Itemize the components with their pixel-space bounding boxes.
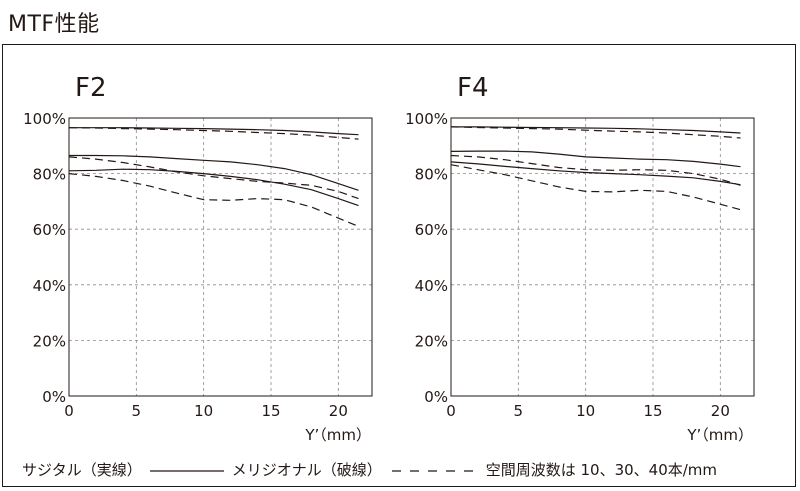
- series-line-solid: [68, 168, 359, 207]
- chart-title: F4: [457, 73, 489, 103]
- x-tick-label: 15: [261, 402, 280, 420]
- y-tick-label: 60%: [33, 221, 66, 239]
- x-axis-label: Y’（mm）: [304, 426, 371, 444]
- series-line-dashed: [450, 164, 741, 211]
- x-tick-label: 20: [329, 402, 348, 420]
- chart-frame: [2, 44, 796, 487]
- series-line-solid: [450, 150, 741, 168]
- series-line-dashed: [450, 154, 741, 186]
- x-tick-label: 0: [64, 402, 74, 420]
- legend-frequency-note: 空間周波数は 10、30、40本/mm: [485, 461, 718, 479]
- y-tick-label: 80%: [33, 166, 66, 184]
- series-line-solid: [69, 127, 359, 136]
- legend: サジタル（実線） メリジオナル（破線） 空間周波数は 10、30、40本/mm: [22, 459, 717, 480]
- plot-area: [450, 117, 755, 397]
- y-tick-label: 0%: [42, 388, 66, 406]
- legend-solid-label: サジタル（実線）: [22, 461, 142, 479]
- series-line-dashed: [68, 156, 359, 200]
- y-tick-label: 40%: [415, 277, 448, 295]
- y-tick-label: 80%: [415, 166, 448, 184]
- y-tick-label: 100%: [23, 110, 66, 128]
- series-line-solid: [450, 161, 741, 186]
- y-tick-label: 40%: [33, 277, 66, 295]
- x-tick-label: 15: [643, 402, 662, 420]
- x-tick-label: 20: [711, 402, 730, 420]
- legend-dashed-sample: [391, 469, 478, 472]
- y-tick-label: 20%: [415, 332, 448, 350]
- page-title: MTF性能: [8, 12, 100, 37]
- x-tick-label: 10: [576, 402, 595, 420]
- series-line-dashed: [450, 126, 741, 139]
- chart-1: F4 0% 20% 40% 60% 80% 100% 0 5 10 15 20 Y’（mm）: [405, 73, 755, 444]
- series-line-dashed: [68, 127, 359, 140]
- x-tick-label: 5: [514, 402, 524, 420]
- series-line-solid: [69, 154, 359, 191]
- plot-area: [68, 117, 373, 397]
- x-tick-label: 10: [194, 402, 213, 420]
- y-tick-label: 100%: [405, 110, 448, 128]
- x-axis-label: Y’（mm）: [686, 426, 753, 444]
- series-line-dashed: [68, 173, 359, 227]
- y-tick-label: 0%: [424, 388, 448, 406]
- legend-solid-sample: [149, 469, 224, 472]
- x-tick-label: 0: [446, 402, 456, 420]
- chart-title: F2: [75, 73, 107, 103]
- legend-dashed-label: メリジオナル（破線）: [231, 461, 382, 479]
- y-tick-label: 20%: [33, 332, 66, 350]
- chart-0: F2 0% 20% 40% 60% 80% 100% 0 5 10 15 20 Y’（mm）: [23, 73, 373, 444]
- y-tick-label: 60%: [415, 221, 448, 239]
- series-line-solid: [451, 126, 741, 134]
- x-tick-label: 5: [132, 402, 142, 420]
